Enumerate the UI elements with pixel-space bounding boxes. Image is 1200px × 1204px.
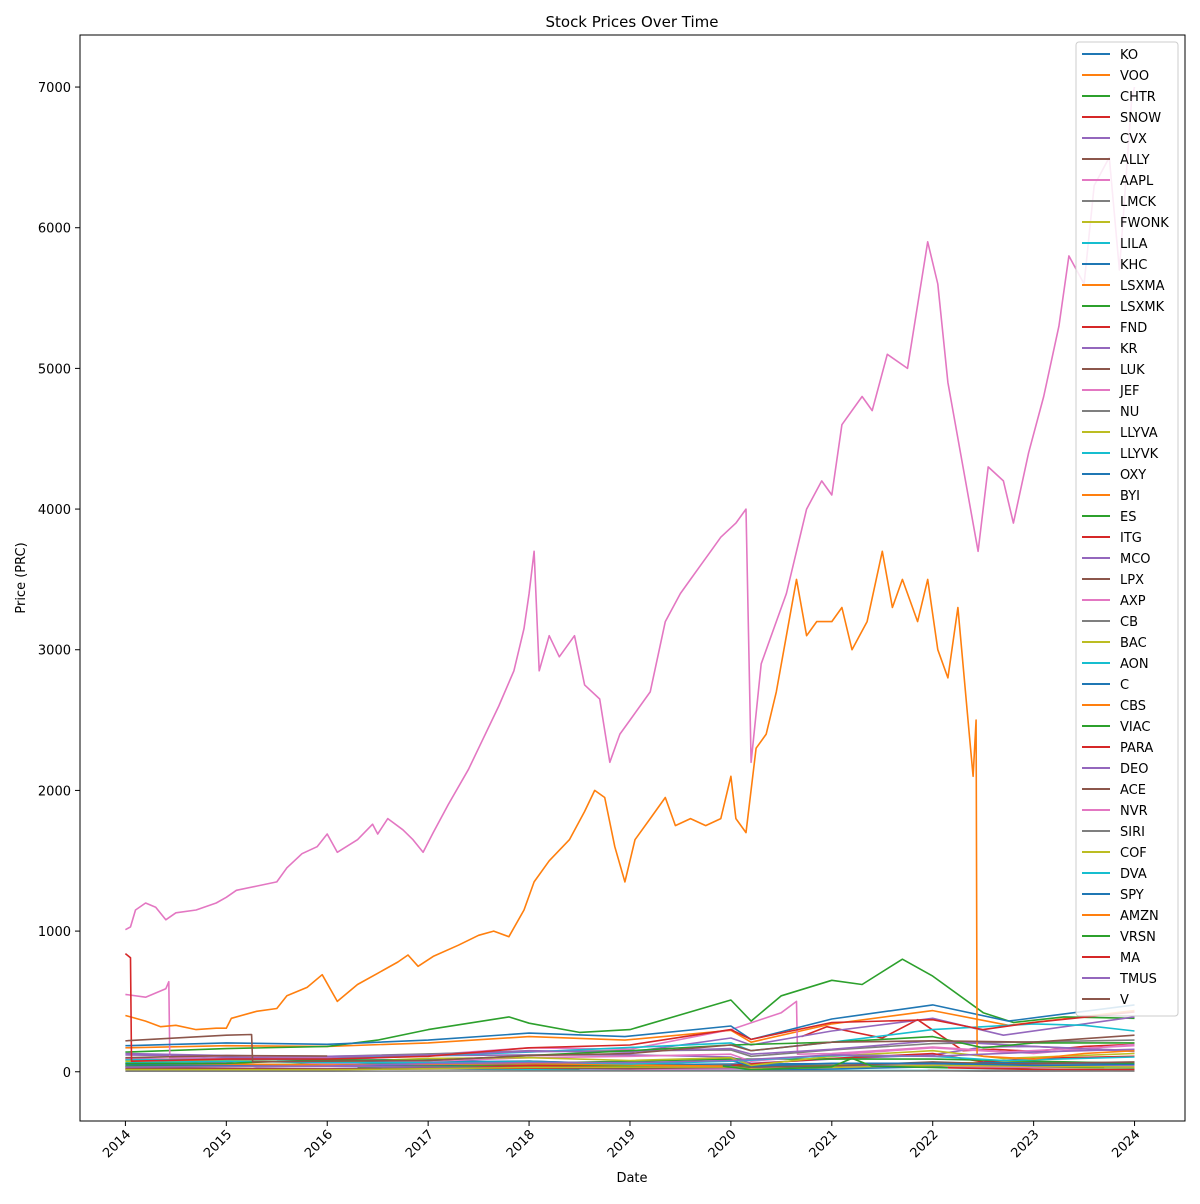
legend-label-mco: MCO [1120, 552, 1151, 567]
legend-label-oxy: OXY [1120, 468, 1146, 483]
legend-label-aapl: AAPL [1120, 174, 1154, 189]
y-tick-label: 6000 [38, 222, 71, 237]
legend-label-nu: NU [1120, 405, 1139, 420]
legend-label-cvx: CVX [1120, 132, 1147, 147]
legend-label-llyvk: LLYVK [1120, 447, 1159, 462]
legend-label-bac: BAC [1120, 636, 1147, 651]
x-tick-label: 2019 [605, 1127, 639, 1161]
legend-label-deo: DEO [1120, 762, 1148, 777]
legend-label-fnd: FND [1120, 321, 1147, 336]
legend-label-tmus: TMUS [1119, 972, 1157, 987]
legend-label-viac: VIAC [1120, 720, 1150, 735]
legend-label-ace: ACE [1120, 783, 1146, 798]
x-tick-label: 2020 [706, 1127, 740, 1161]
legend-label-cof: COF [1120, 846, 1147, 861]
legend-label-c: C [1120, 678, 1129, 693]
x-tick-label: 2015 [201, 1127, 235, 1161]
legend-label-ko: KO [1120, 48, 1138, 63]
legend-label-snow: SNOW [1120, 111, 1161, 126]
legend-label-lpx: LPX [1120, 573, 1144, 588]
legend-label-lila: LILA [1120, 237, 1148, 252]
legend-label-lmck: LMCK [1120, 195, 1157, 210]
legend-label-aon: AON [1120, 657, 1149, 672]
legend-label-dva: DVA [1120, 867, 1147, 882]
x-tick-label: 2021 [807, 1127, 841, 1161]
x-axis-label: Date [616, 1171, 647, 1186]
x-tick-label: 2014 [100, 1127, 134, 1161]
x-axis: 2014 2015 2016 2017 2018 2019 2020 2021 2022 2023… [100, 1121, 1143, 1161]
y-axis-label: Price (PRC) [14, 542, 29, 613]
series-line-chtr [125, 959, 1134, 1052]
legend-label-spy: SPY [1120, 888, 1144, 903]
legend-label-llyva: LLYVA [1120, 426, 1158, 441]
legend-label-siri: SIRI [1120, 825, 1145, 840]
series-line-nvr [125, 87, 1134, 930]
y-tick-label: 4000 [38, 503, 71, 518]
x-tick-label: 2024 [1109, 1127, 1143, 1161]
legend-label-ma: MA [1120, 951, 1140, 966]
legend-label-v: V [1120, 993, 1129, 1008]
y-tick-label: 7000 [38, 81, 71, 96]
legend-label-cbs: CBS [1120, 699, 1146, 714]
legend-label-lsxmk: LSXMK [1120, 300, 1165, 315]
chart-title: Stock Prices Over Time [545, 13, 718, 31]
legend-label-luk: LUK [1120, 363, 1145, 378]
y-axis: 0 1000 2000 3000 4000 5000 6000 7000 [38, 81, 80, 1081]
y-tick-label: 5000 [38, 362, 71, 377]
legend-label-axp: AXP [1120, 594, 1146, 609]
legend-label-ally: ALLY [1120, 153, 1150, 168]
legend-label-es: ES [1120, 510, 1136, 525]
legend-label-khc: KHC [1120, 258, 1147, 273]
legend-label-fwonk: FWONK [1120, 216, 1169, 231]
x-tick-label: 2022 [908, 1127, 942, 1161]
y-tick-label: 2000 [38, 784, 71, 799]
x-tick-label: 2017 [403, 1127, 437, 1161]
legend-label-vrsn: VRSN [1120, 930, 1156, 945]
y-tick-label: 0 [63, 1066, 71, 1081]
legend-label-lsxma: LSXMA [1120, 279, 1165, 294]
legend-label-jef: JEF [1119, 384, 1140, 399]
legend-label-para: PARA [1120, 741, 1153, 756]
y-tick-label: 1000 [38, 925, 71, 940]
x-tick-label: 2016 [302, 1127, 336, 1161]
legend-label-kr: KR [1120, 342, 1138, 357]
legend-label-nvr: NVR [1120, 804, 1148, 819]
y-tick-label: 3000 [38, 644, 71, 659]
legend-label-byi: BYI [1120, 489, 1140, 504]
legend-label-cb: CB [1120, 615, 1138, 630]
legend: KO VOO CHTR SNOW CVX ALLY AAPL LMCK FWONK LILA KHC… [1076, 42, 1178, 1016]
series-line-amzn [125, 551, 1134, 1059]
x-tick-label: 2023 [1008, 1127, 1042, 1161]
series-lines [125, 87, 1134, 1071]
x-tick-label: 2018 [504, 1127, 538, 1161]
legend-label-chtr: CHTR [1120, 90, 1156, 105]
plot-frame [80, 35, 1185, 1121]
legend-label-itg: ITG [1120, 531, 1142, 546]
legend-label-amzn: AMZN [1120, 909, 1159, 924]
legend-label-voo: VOO [1120, 69, 1149, 84]
